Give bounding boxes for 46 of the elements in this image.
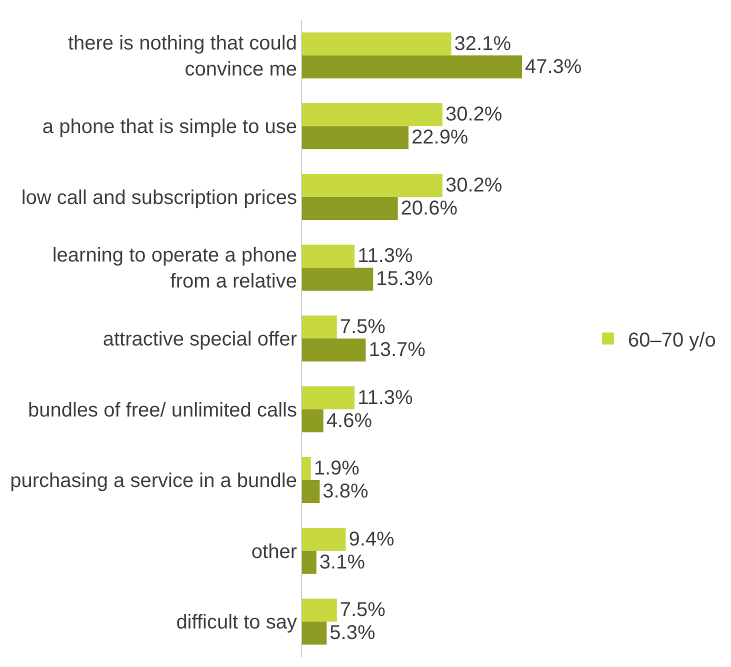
bar	[302, 409, 324, 432]
y-tick-label: other	[251, 540, 298, 563]
data-label: 7.5%	[340, 599, 386, 622]
y-tick-label: difficult to say	[176, 612, 297, 634]
y-tick-label: purchasing a service in a bundle	[10, 470, 297, 492]
bar	[302, 386, 355, 410]
data-label: 30.2%	[445, 104, 502, 126]
data-label: 5.3%	[330, 622, 376, 644]
bar	[302, 244, 355, 268]
legend-label: 60–70 y/o	[628, 329, 716, 352]
data-label: 30.2%	[445, 174, 502, 196]
data-label: 15.3%	[376, 268, 434, 290]
bar	[302, 598, 337, 622]
bar	[302, 55, 522, 78]
data-label: 32.1%	[454, 32, 512, 55]
data-label: 7.5%	[340, 316, 386, 338]
bar	[302, 528, 346, 551]
data-label: 4.6%	[326, 410, 372, 432]
bar	[302, 338, 366, 362]
bar	[302, 268, 374, 291]
data-label: 1.9%	[314, 458, 360, 480]
bar	[302, 126, 409, 150]
data-label: 47.3%	[525, 56, 582, 78]
y-tick-label: there is nothing that could convince me	[68, 32, 297, 80]
data-label: 3.1%	[319, 551, 366, 574]
data-label: 11.3%	[358, 386, 413, 409]
y-tick-label: a phone that is simple to use	[42, 116, 297, 138]
bar	[302, 622, 327, 645]
data-label: 20.6%	[400, 197, 458, 220]
data-label: 13.7%	[368, 339, 426, 361]
data-label: 11.3%	[358, 245, 413, 268]
data-label: 3.8%	[322, 480, 368, 503]
bar	[302, 316, 337, 338]
bar	[302, 103, 442, 126]
data-label: 9.4%	[348, 528, 395, 550]
bar	[302, 196, 398, 220]
bar	[302, 174, 442, 197]
y-tick-label: bundles of free/ unlimited calls	[28, 399, 297, 422]
y-tick-label: attractive special offer	[102, 328, 298, 350]
y-tick-label: low call and subscription prices	[21, 186, 297, 209]
bar	[302, 550, 316, 574]
data-label: 22.9%	[412, 126, 468, 149]
y-tick-label: learning to operate a phone from a relative	[52, 244, 297, 293]
bar	[302, 457, 311, 480]
bar	[302, 480, 320, 504]
bar	[302, 32, 452, 56]
